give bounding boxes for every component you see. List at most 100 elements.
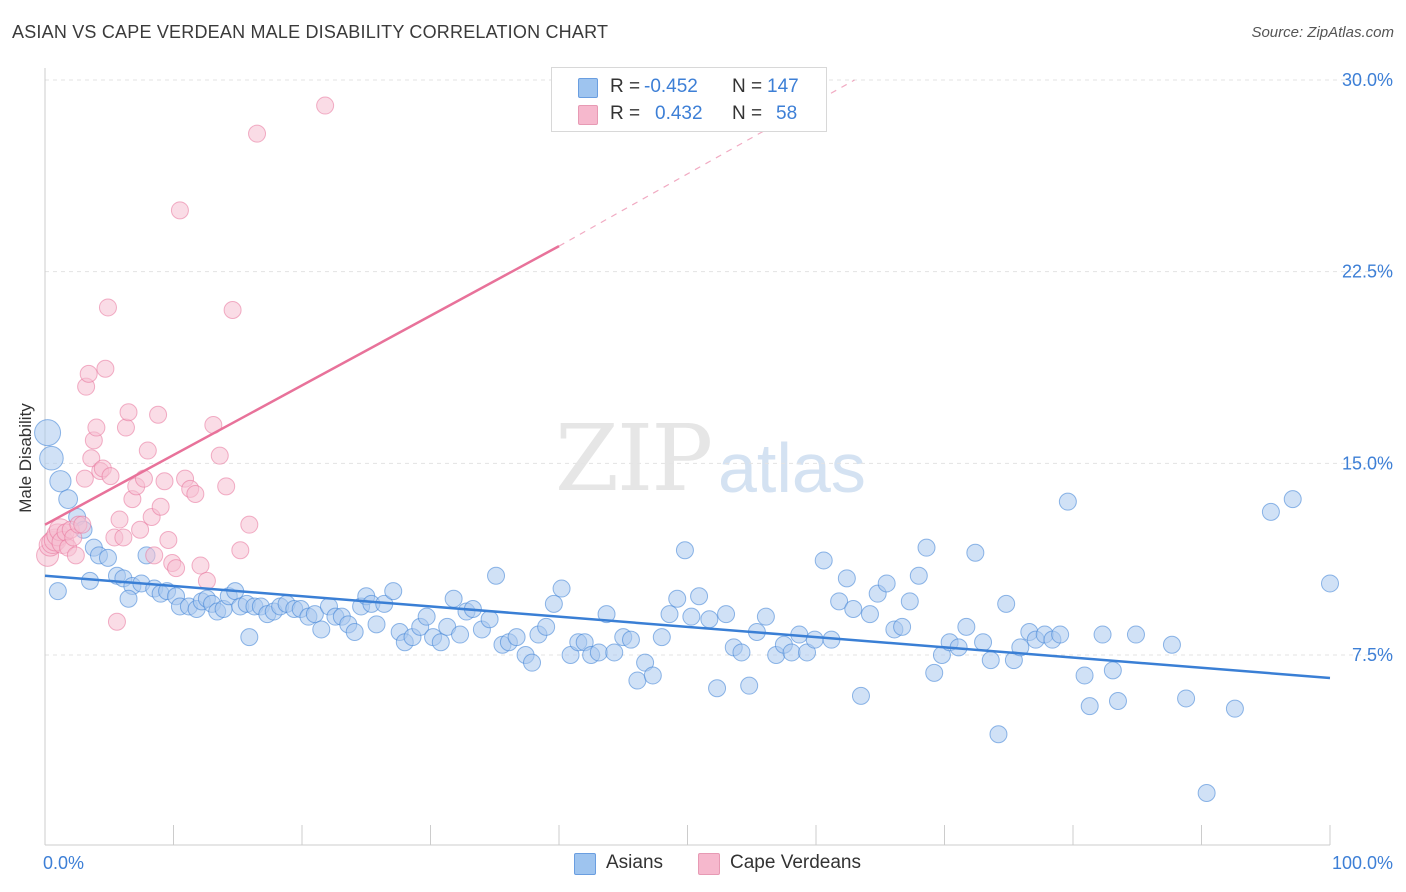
data-point [66,546,85,565]
legend-r-value: 0.432 [655,103,703,124]
data-point [589,643,608,662]
data-point [805,630,824,649]
legend-swatch-asians [574,853,596,875]
data-point [732,643,751,662]
data-point [1075,666,1094,685]
legend-row-asians: R = -0.452 N = 147 [552,73,826,101]
data-point [1108,692,1127,710]
data-point [837,569,856,588]
data-point [708,679,727,698]
data-point [138,441,157,460]
data-point [700,610,719,629]
data-point [48,582,67,601]
correlation-legend: R = -0.452 N = 147 R = 0.432 N = 58 [551,67,827,132]
data-point [34,419,62,447]
y-tick-label: 15.0% [1342,453,1393,473]
data-point [660,605,679,624]
data-point [316,96,335,115]
data-point [814,551,833,570]
data-point [507,628,526,647]
data-point [957,617,976,636]
data-point [167,559,186,578]
legend-n-label: N = [732,103,763,124]
data-point [1058,492,1077,511]
data-point [312,620,331,639]
data-point [79,364,98,383]
data-point [384,582,403,601]
axes [44,68,1331,846]
data-point [690,587,709,606]
data-point [597,605,616,624]
data-point [682,607,701,626]
data-point [431,633,450,652]
data-point [149,405,168,424]
data-point [248,124,267,143]
data-point [893,617,912,636]
data-point [740,676,759,695]
data-point [917,538,936,557]
legend-swatch-cape-verdeans [698,853,720,875]
data-point [345,623,364,641]
data-point [98,298,117,317]
data-point [367,615,386,634]
data-point [39,445,64,471]
data-point [159,531,178,549]
data-point [925,663,944,682]
data-point [552,579,571,598]
trend-line-asians [44,574,1331,680]
data-point [1080,697,1099,716]
data-point [217,477,236,496]
data-point [101,467,120,486]
legend-swatch-asians [578,78,598,98]
data-point [107,612,126,631]
trend-lines [44,79,1331,680]
data-point [877,574,896,593]
legend-r-value: -0.452 [644,76,698,97]
data-point [643,666,662,685]
y-tick-label: 7.5% [1352,645,1393,665]
data-point [1283,490,1302,509]
trend-line-extension [558,79,855,247]
data-point [981,651,1000,670]
data-point [451,625,470,644]
data-point [417,607,436,626]
data-point [1321,574,1339,593]
data-point [487,566,506,585]
data-point [240,628,259,647]
data-point [82,449,101,468]
data-point [621,630,640,649]
legend-n-label: N = [732,76,763,97]
trend-line-cape-verdeans [44,245,560,526]
data-point [96,359,115,378]
legend-r-label: R = [610,76,641,97]
data-point [830,592,849,611]
y-tick-label: 30.0% [1342,70,1393,90]
data-point [1051,625,1070,644]
data-point [668,589,687,608]
data-point [1162,635,1181,654]
data-point [966,543,985,562]
data-point [544,594,563,613]
data-point [119,403,138,422]
legend-label-asians: Asians [606,852,664,873]
data-point [223,301,242,319]
grid-lines [45,79,1392,656]
data-point [1261,502,1280,521]
data-point [628,671,647,690]
data-point [756,607,775,626]
data-point [1197,784,1216,802]
legend-n-value: 147 [767,76,799,97]
data-point [480,610,499,629]
data-point [900,592,919,611]
data-point [151,497,170,516]
data-point [974,633,993,652]
data-point [909,566,928,585]
x-tick-label: 100.0% [1332,853,1393,873]
data-point [87,418,106,437]
data-point [675,541,694,560]
data-point [155,472,174,491]
data-point [240,515,259,534]
data-point [997,594,1016,613]
data-point [186,485,205,503]
